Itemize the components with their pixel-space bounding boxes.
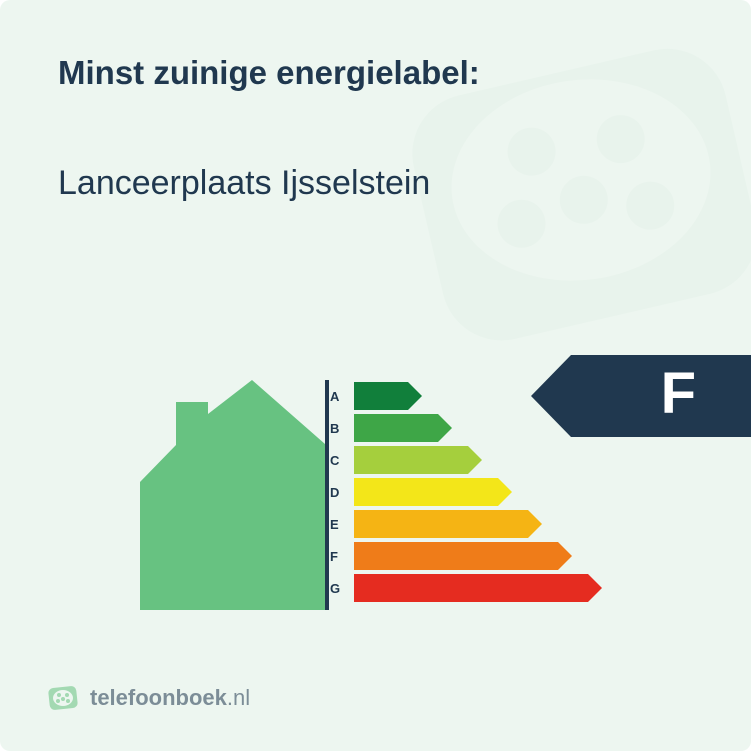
energy-bar-letter: F <box>330 549 350 564</box>
energy-bar-shape <box>354 414 452 442</box>
energy-bar-letter: G <box>330 581 350 596</box>
energy-bar-letter: B <box>330 421 350 436</box>
energy-label-card: Minst zuinige energielabel: Lanceerplaat… <box>0 0 751 751</box>
footer-brand-light: .nl <box>227 685 250 710</box>
energy-bar-shape <box>354 542 572 570</box>
energy-bar-shape <box>354 382 422 410</box>
energy-bar-e: E <box>330 510 602 538</box>
energy-bar-shape <box>354 446 482 474</box>
house-icon <box>140 380 330 610</box>
brand-icon <box>48 683 78 713</box>
energy-bar-shape <box>354 478 512 506</box>
page-title: Minst zuinige energielabel: <box>58 54 693 92</box>
footer-brand: telefoonboek.nl <box>90 685 250 711</box>
rating-badge-letter: F <box>661 360 696 427</box>
energy-bar-g: G <box>330 574 602 602</box>
energy-bar-letter: D <box>330 485 350 500</box>
energy-bar-letter: C <box>330 453 350 468</box>
energy-bar-shape <box>354 574 602 602</box>
footer-brand-bold: telefoonboek <box>90 685 227 710</box>
energy-bar-d: D <box>330 478 602 506</box>
energy-bar-letter: E <box>330 517 350 532</box>
rating-badge <box>531 355 751 437</box>
footer: telefoonboek.nl <box>48 683 250 713</box>
energy-bar-letter: A <box>330 389 350 404</box>
location-name: Lanceerplaats Ijsselstein <box>58 164 693 203</box>
energy-bar-f: F <box>330 542 602 570</box>
energy-bar-c: C <box>330 446 602 474</box>
energy-bar-shape <box>354 510 542 538</box>
